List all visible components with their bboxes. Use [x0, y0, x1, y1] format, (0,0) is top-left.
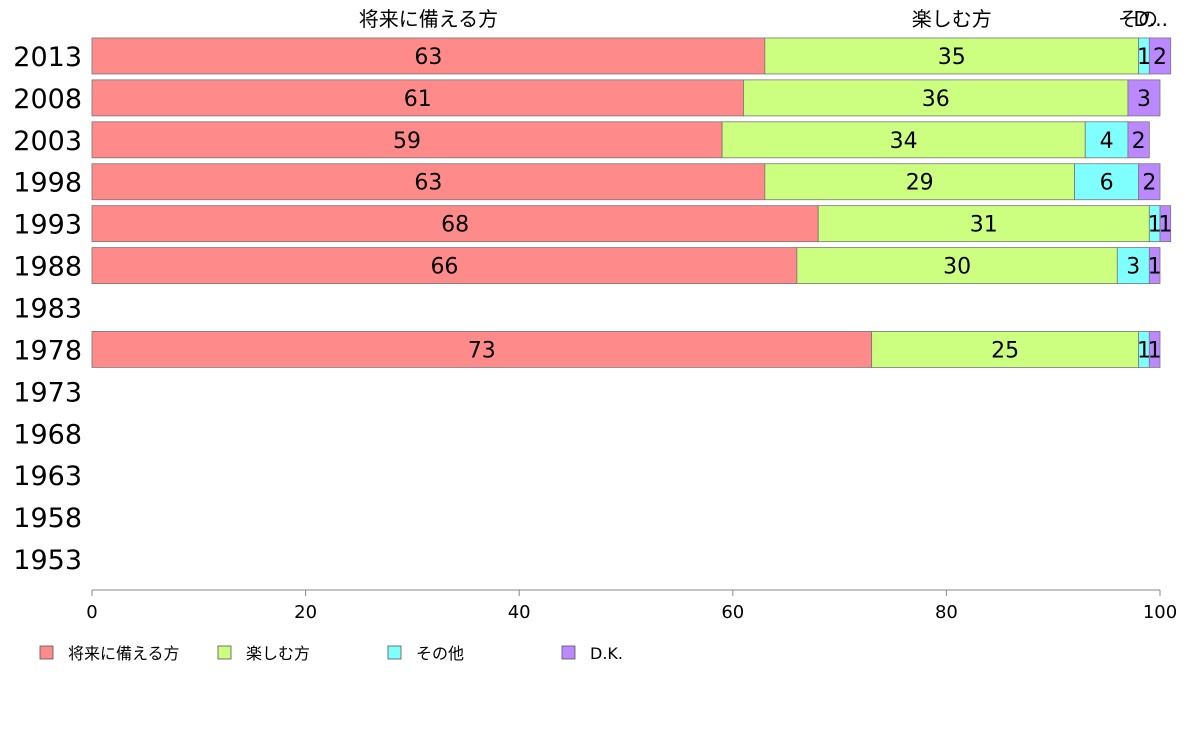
bar-1978-series-1 — [871, 331, 1140, 368]
data-label-1988-series-0: 66 — [430, 255, 458, 280]
data-label-2008-series-0: 61 — [404, 87, 432, 112]
category-label-2008: 2008 — [13, 84, 82, 115]
bar-1978-series-3 — [1148, 331, 1161, 368]
data-label-1998-series-0: 63 — [414, 171, 442, 196]
category-label-1988: 1988 — [13, 252, 82, 283]
category-label-1973: 1973 — [13, 377, 82, 408]
x-tick-label-40: 40 — [508, 602, 531, 623]
category-label-1953: 1953 — [13, 545, 82, 576]
bar-1993-series-1 — [817, 205, 1150, 243]
bar-1993-series-3 — [1159, 205, 1172, 243]
category-label-1983: 1983 — [13, 294, 82, 325]
series-top-label-2: その — [1118, 7, 1158, 31]
bar-2003-series-2 — [1084, 121, 1129, 159]
data-label-2013-series-3: 2 — [1153, 45, 1167, 70]
bar-2013-series-0 — [91, 37, 766, 75]
data-label-1988-series-1: 30 — [943, 255, 971, 280]
data-label-1993-series-2: 1 — [1148, 213, 1162, 238]
data-label-2003-series-0: 59 — [393, 129, 421, 154]
data-label-1978-series-0: 73 — [468, 338, 496, 363]
series-top-label-3: D... — [1134, 7, 1168, 31]
data-label-1988-series-3: 1 — [1148, 255, 1162, 280]
bar-1988-series-1 — [796, 247, 1118, 284]
category-label-2013: 2013 — [13, 42, 82, 73]
bar-1993-series-0 — [91, 205, 819, 243]
category-label-1963: 1963 — [13, 461, 82, 492]
bar-2003-series-0 — [91, 121, 723, 159]
legend-label-2: その他 — [416, 644, 464, 663]
legend-swatch-3 — [561, 645, 576, 660]
data-label-1998-series-1: 29 — [906, 171, 934, 196]
bar-2008-series-0 — [91, 79, 744, 117]
category-label-1958: 1958 — [13, 503, 82, 534]
bar-2013-series-1 — [764, 37, 1140, 75]
legend-label-3: D.K. — [590, 644, 623, 663]
bar-1978-series-0 — [91, 331, 873, 368]
data-label-1993-series-1: 31 — [970, 213, 998, 238]
data-label-1978-series-3: 1 — [1148, 338, 1162, 363]
category-label-2003: 2003 — [13, 126, 82, 157]
bar-1988-series-3 — [1148, 247, 1161, 284]
data-label-1988-series-2: 3 — [1126, 255, 1140, 280]
legend-swatch-1 — [217, 645, 232, 660]
data-label-1993-series-3: 1 — [1158, 213, 1172, 238]
data-label-1998-series-2: 6 — [1100, 171, 1114, 196]
x-tick-label-100: 100 — [1143, 602, 1177, 623]
data-label-1993-series-0: 68 — [441, 213, 469, 238]
x-tick-label-20: 20 — [294, 602, 317, 623]
bar-1988-series-0 — [91, 247, 798, 284]
data-label-2008-series-3: 3 — [1137, 87, 1151, 112]
category-label-1998: 1998 — [13, 168, 82, 199]
data-label-2003-series-2: 4 — [1100, 129, 1114, 154]
data-label-2013-series-1: 35 — [938, 45, 966, 70]
category-label-1993: 1993 — [13, 210, 82, 241]
category-label-1978: 1978 — [13, 335, 82, 366]
x-tick-label-0: 0 — [86, 602, 97, 623]
data-label-2003-series-3: 2 — [1132, 129, 1146, 154]
data-label-1978-series-1: 25 — [991, 338, 1019, 363]
series-top-label-1: 楽しむ方 — [912, 7, 992, 31]
data-label-2003-series-1: 34 — [890, 129, 918, 154]
bar-2008-series-1 — [743, 79, 1129, 117]
bar-1998-series-2 — [1074, 163, 1140, 201]
series-top-label-0: 将来に備える方 — [359, 7, 498, 31]
bar-2003-series-1 — [721, 121, 1086, 159]
data-label-1998-series-3: 2 — [1142, 171, 1156, 196]
legend-label-1: 楽しむ方 — [246, 644, 310, 663]
bar-2003-series-3 — [1127, 121, 1150, 159]
legend-label-0: 将来に備える方 — [68, 644, 180, 663]
bar-2013-series-3 — [1148, 37, 1172, 75]
bar-2008-series-3 — [1127, 79, 1161, 117]
legend-swatch-0 — [39, 645, 54, 660]
data-label-2013-series-0: 63 — [414, 45, 442, 70]
category-label-1968: 1968 — [13, 419, 82, 450]
x-tick-label-80: 80 — [935, 602, 958, 623]
data-label-1978-series-2: 1 — [1137, 338, 1151, 363]
data-label-2008-series-1: 36 — [922, 87, 950, 112]
legend-swatch-2 — [387, 645, 402, 660]
data-label-2013-series-2: 1 — [1137, 45, 1151, 70]
bar-1998-series-3 — [1138, 163, 1161, 201]
bar-1998-series-1 — [764, 163, 1075, 201]
x-tick-label-60: 60 — [721, 602, 744, 623]
